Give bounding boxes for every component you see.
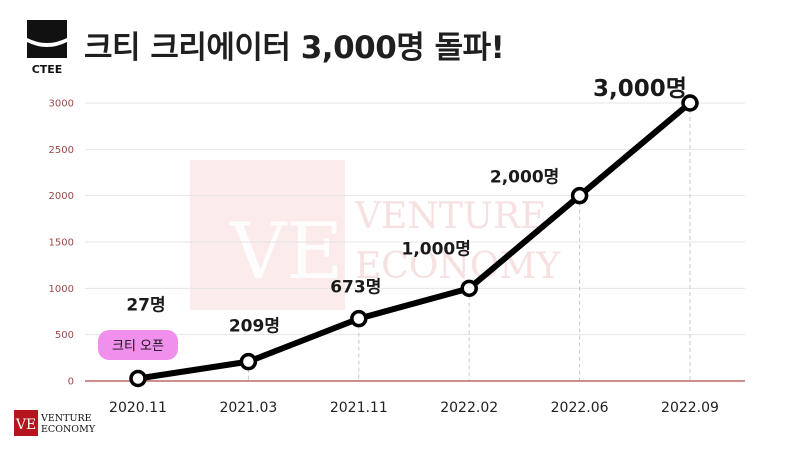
annotation-badge-text: 크티 오픈: [112, 339, 164, 354]
data-point: [681, 94, 699, 112]
data-point: [239, 352, 258, 371]
x-tick-label: 2022.09: [661, 400, 719, 416]
x-axis-ticks: 2020.11 2021.03 2021.11 2022.02 2022.06 2022.…: [109, 400, 719, 416]
annotation-badge: 크티 오픈: [98, 330, 178, 360]
y-tick-label: 2000: [49, 191, 74, 202]
x-tick-label: 2021.03: [219, 400, 277, 416]
y-tick-label: 0: [68, 377, 74, 388]
footer-logo-line2: ECONOMY: [41, 424, 96, 435]
y-axis-ticks: 0 500 1000 1500 2000 2500 3000: [49, 99, 74, 388]
ctee-logo-text: CTEE: [32, 63, 63, 76]
data-label: 1,000명: [401, 239, 470, 259]
x-tick-label: 2022.06: [551, 400, 609, 416]
venture-economy-logo: VE VENTURE ECONOMY: [14, 410, 104, 436]
y-tick-label: 1500: [49, 238, 74, 249]
chart-title: 크티 크리에이터 3,000명 돌파!: [84, 30, 505, 66]
ctee-logo: CTEE: [25, 18, 69, 76]
data-label: 27명: [126, 295, 165, 315]
annotation-badge-bg: [98, 330, 178, 360]
x-tick-label: 2020.11: [109, 400, 167, 416]
footer-logo-mark: VE: [15, 417, 36, 433]
data-points: [129, 94, 699, 388]
watermark-line1: VENTURE: [354, 196, 547, 237]
data-label: 2,000명: [490, 168, 559, 188]
data-labels: 27명 209명 673명 1,000명 2,000명 3,000명: [126, 76, 687, 337]
data-label: 3,000명: [593, 76, 687, 102]
series-line: [135, 100, 693, 382]
data-point: [460, 279, 478, 298]
data-label: 209명: [229, 317, 280, 337]
y-tick-label: 500: [55, 330, 74, 341]
watermark-line2: ECONOMY: [355, 246, 561, 287]
y-tick-label: 1000: [49, 284, 74, 295]
footer-logo-line1: VENTURE: [40, 413, 92, 424]
x-tick-label: 2021.11: [330, 400, 388, 416]
x-tick-label: 2022.02: [440, 400, 498, 416]
y-tick-label: 3000: [49, 99, 74, 110]
watermark-mark: VE: [229, 207, 343, 297]
data-point: [129, 369, 147, 388]
data-point: [350, 309, 368, 328]
venture-economy-watermark: VE VENTURE ECONOMY: [190, 160, 610, 310]
data-label: 673명: [330, 278, 381, 298]
y-tick-label: 2500: [49, 145, 74, 156]
data-point: [570, 186, 589, 205]
